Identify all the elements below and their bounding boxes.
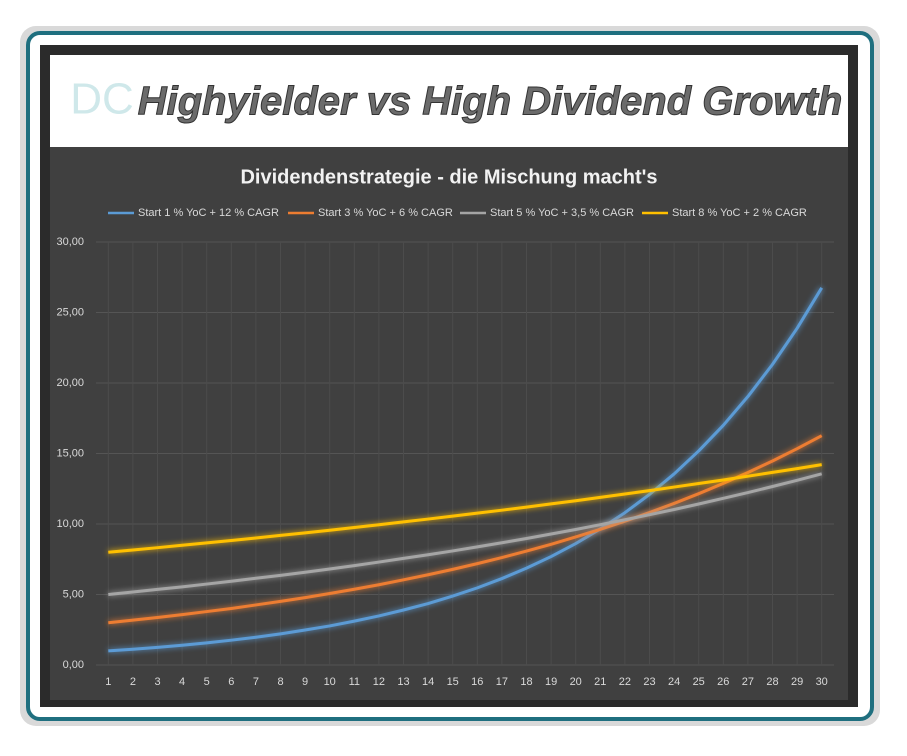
x-tick-label: 25 — [693, 676, 705, 688]
y-tick-label: 25,00 — [56, 306, 84, 318]
chart-title: Dividendenstrategie - die Mischung macht… — [240, 166, 657, 188]
y-tick-label: 10,00 — [56, 518, 84, 530]
x-tick-label: 21 — [594, 676, 606, 688]
series-line — [108, 434, 823, 625]
chart-area — [50, 147, 848, 700]
series-line — [108, 287, 823, 653]
legend-label: Start 8 % YoC + 2 % CAGR — [672, 207, 807, 219]
series-line — [108, 472, 823, 596]
x-tick-label: 19 — [545, 676, 557, 688]
x-tick-label: 27 — [742, 676, 754, 688]
y-tick-label: 30,00 — [56, 236, 84, 248]
legend-label: Start 5 % YoC + 3,5 % CAGR — [490, 207, 634, 219]
x-tick-label: 7 — [253, 676, 259, 688]
x-tick-label: 4 — [179, 676, 185, 688]
legend-label: Start 3 % YoC + 6 % CAGR — [318, 207, 453, 219]
x-tick-label: 17 — [496, 676, 508, 688]
header-title: Highyielder vs High Dividend Growth — [138, 80, 843, 124]
x-tick-label: 30 — [816, 676, 828, 688]
x-tick-label: 28 — [766, 676, 778, 688]
x-tick-label: 10 — [324, 676, 336, 688]
x-tick-label: 26 — [717, 676, 729, 688]
x-tick-label: 8 — [277, 676, 283, 688]
x-tick-label: 14 — [422, 676, 434, 688]
y-tick-label: 15,00 — [56, 447, 84, 459]
y-tick-label: 20,00 — [56, 377, 84, 389]
x-tick-label: 24 — [668, 676, 680, 688]
x-tick-label: 3 — [154, 676, 160, 688]
x-tick-label: 2 — [130, 676, 136, 688]
x-tick-label: 23 — [643, 676, 655, 688]
x-tick-label: 12 — [373, 676, 385, 688]
x-tick-label: 16 — [471, 676, 483, 688]
logo: DC — [70, 75, 134, 124]
x-tick-label: 6 — [228, 676, 234, 688]
x-tick-label: 9 — [302, 676, 308, 688]
x-tick-label: 5 — [204, 676, 210, 688]
series-line — [108, 463, 822, 554]
x-tick-label: 29 — [791, 676, 803, 688]
x-tick-label: 20 — [570, 676, 582, 688]
x-tick-label: 15 — [447, 676, 459, 688]
legend-label: Start 1 % YoC + 12 % CAGR — [138, 207, 279, 219]
x-tick-label: 1 — [105, 676, 111, 688]
x-tick-label: 18 — [520, 676, 532, 688]
y-tick-label: 5,00 — [63, 588, 84, 600]
header — [50, 55, 848, 147]
y-tick-label: 0,00 — [63, 659, 84, 671]
x-tick-label: 11 — [349, 676, 360, 688]
x-tick-label: 22 — [619, 676, 631, 688]
x-tick-label: 13 — [397, 676, 409, 688]
